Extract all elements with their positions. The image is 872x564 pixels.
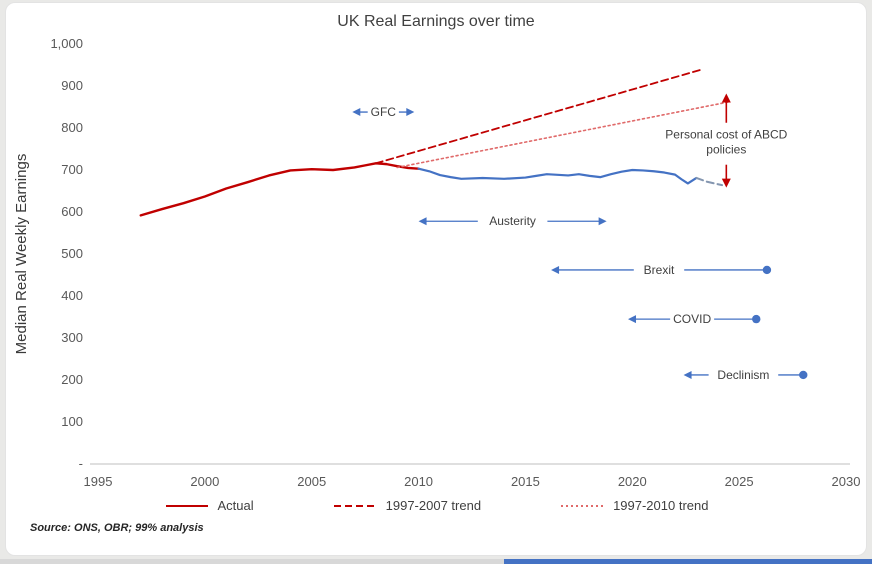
annotation-label-policy-cost: Personal cost of ABCD: [665, 128, 787, 142]
down-arrow-icon: [721, 178, 731, 188]
annotation-declinism: Declinism: [683, 368, 808, 382]
left-arrow-icon: [628, 315, 637, 324]
series-actual-projection-tail: [695, 176, 724, 187]
y-tick-label: 400: [61, 288, 83, 303]
chart-title: UK Real Earnings over time: [337, 13, 535, 30]
legend-label: 1997-2007 trend: [385, 498, 482, 513]
legend-label: 1997-2010 trend: [613, 498, 709, 513]
end-dot-icon: [799, 370, 808, 380]
y-axis-label: Median Real Weekly Earnings: [13, 154, 30, 355]
annotation-label-declinism: Declinism: [717, 368, 769, 382]
annotation-label-gfc: GFC: [371, 105, 397, 119]
left-arrow-icon: [551, 265, 560, 274]
y-tick-label: 500: [61, 246, 83, 261]
x-tick-label: 2020: [618, 474, 647, 489]
x-tick-label: 2030: [832, 474, 861, 489]
y-tick-label: 100: [61, 414, 83, 429]
series-actual-1997-2010-red-segment: [139, 162, 420, 217]
legend-line-sample-icon: [165, 504, 208, 507]
annotation-label-covid: COVID: [673, 312, 711, 326]
annotation-label-brexit: Brexit: [644, 263, 675, 277]
source-note: Source: ONS, OBR; 99% analysis: [30, 522, 204, 534]
x-tick-label: 2015: [511, 474, 540, 489]
chart-legend: Actual 1997-2007 trend 1997-2010 trend: [6, 498, 866, 513]
annotation-label-austerity: Austerity: [489, 214, 536, 228]
x-tick-label: 2005: [297, 474, 326, 489]
annotation-label-policy-cost: policies: [706, 143, 746, 157]
x-tick-label: 2025: [725, 474, 754, 489]
legend-line-sample-icon: [561, 504, 604, 507]
annotation-covid: COVID: [628, 312, 761, 326]
right-arrow-icon: [406, 108, 415, 117]
left-arrow-icon: [352, 108, 361, 117]
series-1997-2010-trend: [396, 101, 730, 169]
left-arrow-icon: [683, 370, 692, 379]
legend-label: Actual: [217, 498, 254, 513]
annotation-gfc: GFC: [352, 105, 415, 119]
legend-item-1997-2010-trend: 1997-2010 trend: [559, 498, 708, 513]
x-tick-label: 2000: [190, 474, 219, 489]
y-tick-label: 800: [61, 120, 83, 135]
chart-plot-area: 1995 2000 2005 2010 2015 2020 2025 2030 - 100 200 3…: [13, 36, 861, 489]
end-dot-icon: [752, 314, 761, 324]
legend-item-1997-2007-trend: 1997-2007 trend: [332, 498, 481, 513]
series-1997-2007-trend: [374, 68, 704, 165]
right-arrow-icon: [598, 217, 607, 226]
left-arrow-icon: [418, 217, 427, 226]
y-tick-label: 1,000: [50, 36, 83, 51]
chart-card: UK Real Earnings over time 1995 2000 2005 2…: [5, 2, 867, 556]
series-actual-2010-2023-blue-segment: [417, 167, 698, 185]
y-tick-label: 700: [61, 162, 83, 177]
x-tick-label: 2010: [404, 474, 433, 489]
up-arrow-icon: [721, 93, 731, 103]
y-tick-label: 300: [61, 330, 83, 345]
progress-fill: [504, 559, 872, 564]
progress-track[interactable]: [0, 559, 872, 564]
end-dot-icon: [762, 265, 772, 275]
legend-item-actual: Actual: [164, 498, 254, 513]
y-tick-label: 200: [61, 372, 83, 387]
x-tick-label: 1995: [84, 474, 113, 489]
legend-line-sample-icon: [333, 504, 376, 507]
annotation-austerity: Austerity: [418, 214, 607, 228]
y-tick-label: 600: [61, 204, 83, 219]
annotation-brexit: Brexit: [551, 263, 772, 277]
y-tick-label: 900: [61, 78, 83, 93]
y-tick-label: -: [79, 456, 83, 471]
